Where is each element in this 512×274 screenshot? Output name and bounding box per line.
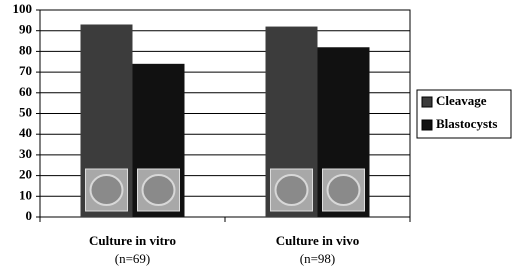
y-tick-label: 40 bbox=[19, 125, 32, 140]
x-tick-note: (n=98) bbox=[300, 251, 336, 266]
legend-label: Blastocysts bbox=[436, 116, 497, 131]
y-tick-label: 80 bbox=[19, 42, 32, 57]
y-tick-label: 60 bbox=[19, 84, 32, 99]
embryo bbox=[276, 175, 308, 205]
y-tick-label: 50 bbox=[19, 104, 32, 119]
y-tick-label: 20 bbox=[19, 167, 32, 182]
legend-swatch bbox=[422, 120, 432, 130]
legend-label: Cleavage bbox=[436, 93, 487, 108]
embryo bbox=[143, 175, 175, 205]
embryo bbox=[328, 175, 360, 205]
legend-swatch bbox=[422, 97, 432, 107]
x-tick-note: (n=69) bbox=[115, 251, 151, 266]
x-tick-label: Culture in vitro bbox=[89, 233, 176, 248]
y-tick-label: 70 bbox=[19, 63, 32, 78]
y-tick-label: 0 bbox=[26, 208, 33, 223]
chart: 0 10 20 30 40 50 60 70 80 90 100 Culture in vitro (n… bbox=[0, 0, 512, 274]
embryo bbox=[91, 175, 123, 205]
y-tick-label: 90 bbox=[19, 22, 32, 37]
y-tick-label: 10 bbox=[19, 187, 32, 202]
x-tick-label: Culture in vivo bbox=[276, 233, 360, 248]
y-tick-label: 100 bbox=[13, 1, 33, 16]
y-tick-label: 30 bbox=[19, 146, 32, 161]
